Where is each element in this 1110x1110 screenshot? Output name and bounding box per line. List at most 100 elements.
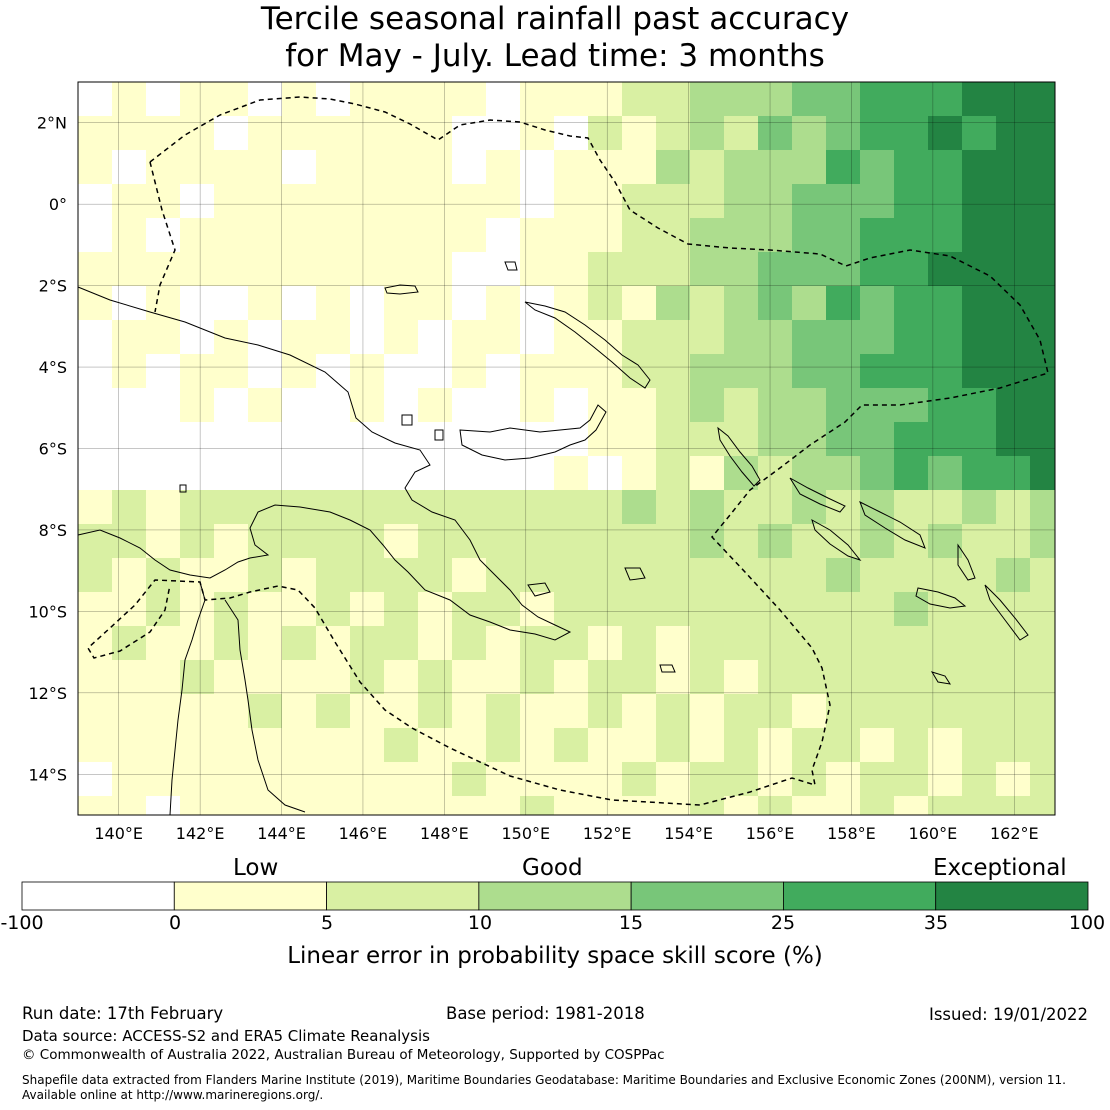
grid-cell xyxy=(486,490,520,524)
colorbar-title: Linear error in probability space skill … xyxy=(287,943,823,969)
grid-cell xyxy=(962,388,996,422)
grid-cell xyxy=(520,354,554,388)
grid-cell xyxy=(350,728,384,762)
grid-cell xyxy=(724,694,758,728)
grid-cell xyxy=(520,116,554,150)
grid-cell xyxy=(146,456,180,490)
grid-cell xyxy=(180,388,214,422)
grid-cell xyxy=(996,252,1030,286)
grid-cell xyxy=(78,728,112,762)
grid-cell xyxy=(690,694,724,728)
grid-cell xyxy=(214,320,248,354)
grid-cell xyxy=(316,558,350,592)
grid-cell xyxy=(112,626,146,660)
grid-cell xyxy=(554,762,588,796)
grid-cell xyxy=(486,456,520,490)
grid-cell xyxy=(996,286,1030,320)
grid-cell xyxy=(724,320,758,354)
small-islands-coastline xyxy=(179,261,952,685)
grid-cell xyxy=(486,558,520,592)
colorbar-swatch xyxy=(630,881,784,911)
grid-cell xyxy=(146,252,180,286)
lat-tick-label: 2°N xyxy=(37,114,67,133)
grid-cell xyxy=(826,796,860,815)
grid-cell xyxy=(316,422,350,456)
grid-cell xyxy=(384,592,418,626)
grid-cell xyxy=(792,660,826,694)
grid-cell xyxy=(486,82,520,116)
grid-cell xyxy=(826,558,860,592)
grid-cell xyxy=(690,354,724,388)
grid-cell xyxy=(316,490,350,524)
grid-cell xyxy=(316,660,350,694)
grid-cell xyxy=(384,150,418,184)
grid-cell xyxy=(758,660,792,694)
grid-cell xyxy=(1030,524,1055,558)
grid-cell xyxy=(350,626,384,660)
grid-cell xyxy=(180,218,214,252)
grid-cell xyxy=(486,728,520,762)
grid-cell xyxy=(962,184,996,218)
grid-cell xyxy=(894,252,928,286)
grid-cell xyxy=(588,218,622,252)
grid-cell xyxy=(350,490,384,524)
grid-cell xyxy=(792,422,826,456)
grid-cell xyxy=(996,354,1030,388)
grid-cell xyxy=(724,218,758,252)
grid-cell xyxy=(622,558,656,592)
grid-cell xyxy=(928,422,962,456)
coastlines xyxy=(77,261,1029,816)
grid-cell xyxy=(384,320,418,354)
grid-cell xyxy=(418,82,452,116)
grid-cell xyxy=(78,116,112,150)
grid-cell xyxy=(656,388,690,422)
grid-cell xyxy=(282,558,316,592)
grid-cell xyxy=(758,762,792,796)
grid-cell xyxy=(112,796,146,815)
grid-cell xyxy=(384,354,418,388)
grid-cell xyxy=(588,490,622,524)
grid-cell xyxy=(384,252,418,286)
grid-cell xyxy=(452,626,486,660)
grid-cell xyxy=(282,592,316,626)
grid-cell xyxy=(996,694,1030,728)
grid-cell xyxy=(214,184,248,218)
grid-cell xyxy=(962,116,996,150)
grid-cell xyxy=(214,150,248,184)
grid-cell xyxy=(418,218,452,252)
grid-cell xyxy=(214,82,248,116)
grid-cell xyxy=(928,82,962,116)
grid-cell xyxy=(860,286,894,320)
grid-cell xyxy=(928,184,962,218)
colorbar-swatch xyxy=(326,881,480,911)
grid-cell xyxy=(894,490,928,524)
grid-cell xyxy=(78,762,112,796)
grid-cell xyxy=(690,82,724,116)
grid-cell xyxy=(282,150,316,184)
grid-cell xyxy=(860,626,894,660)
grid-cell xyxy=(316,626,350,660)
axis-ticks: 140°E 142°E 144°E 146°E 148°E 150°E 152°E 154°E… xyxy=(28,114,1038,843)
grid-cell xyxy=(418,252,452,286)
grid-cell xyxy=(520,422,554,456)
grid-cell xyxy=(282,286,316,320)
grid-cell xyxy=(1030,728,1055,762)
grid-cell xyxy=(928,796,962,815)
grid-cell xyxy=(758,490,792,524)
grid-cell xyxy=(486,524,520,558)
colorbar-tick: 35 xyxy=(923,912,949,934)
grid-cell xyxy=(146,320,180,354)
lat-tick-label: 6°S xyxy=(39,440,67,459)
grid-cell xyxy=(418,796,452,815)
grid-cell xyxy=(146,694,180,728)
grid-cell xyxy=(690,320,724,354)
grid-cell xyxy=(758,388,792,422)
grid-cell xyxy=(146,728,180,762)
grid-cell xyxy=(146,762,180,796)
grid-cell xyxy=(452,796,486,815)
grid-cell xyxy=(214,524,248,558)
grid-cell xyxy=(826,660,860,694)
grid-cell xyxy=(588,320,622,354)
grid-cell xyxy=(1030,558,1055,592)
grid-cell xyxy=(112,218,146,252)
